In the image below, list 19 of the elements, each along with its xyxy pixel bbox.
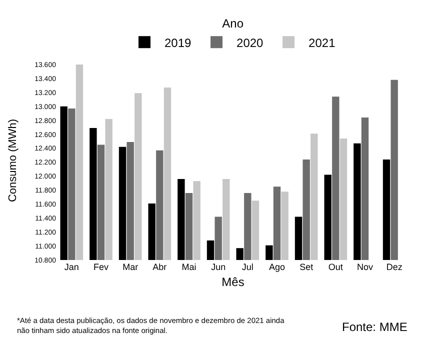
x-tick-label: Mar [122, 262, 138, 272]
x-tick-label: Jul [242, 262, 254, 272]
x-tick-label: Nov [356, 262, 374, 272]
x-tick-label: Jun [211, 262, 226, 272]
legend-label: 2019 [164, 36, 192, 50]
x-tick-label: Fev [93, 262, 109, 272]
x-tick-label: Mai [182, 262, 196, 272]
legend-title: Ano [222, 16, 244, 31]
x-tick-label: Out [328, 262, 344, 272]
legend-label: 2021 [308, 36, 336, 50]
y-axis-title: Consumo (MWh) [7, 118, 20, 202]
x-axis-title: Mês [222, 274, 244, 289]
x-tick-label: Jan [64, 262, 79, 272]
x-tick-label: Set [300, 262, 314, 272]
x-tick-label: Dez [386, 262, 403, 272]
x-tick-label: Abr [152, 262, 167, 272]
legend-label: 2020 [236, 36, 264, 50]
x-tick-label: Ago [268, 262, 286, 272]
source-note: Fonte: MME [342, 320, 408, 334]
